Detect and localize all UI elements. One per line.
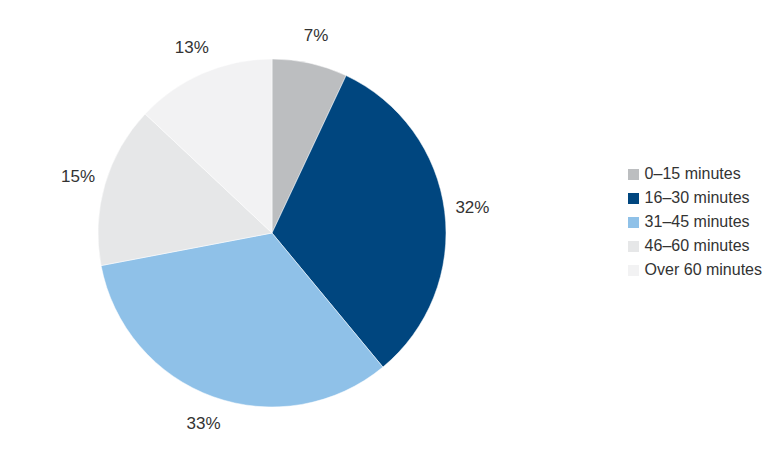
html-text:31–45 minutes: 31–45 minutes <box>644 213 750 230</box>
svg-text:32%: 32% <box>455 198 489 217</box>
svg-text:15%: 15% <box>61 167 95 186</box>
svg-text:7%: 7% <box>304 26 329 45</box>
svg-text:33%: 33% <box>187 414 221 433</box>
svg-text:13%: 13% <box>175 38 209 57</box>
html-text:16–30 minutes: 16–30 minutes <box>644 189 750 206</box>
html-text:46–60 minutes: 46–60 minutes <box>644 237 750 254</box>
html-text:0–15 minutes: 0–15 minutes <box>644 165 741 182</box>
html-text:Over 60 minutes: Over 60 minutes <box>644 261 762 278</box>
